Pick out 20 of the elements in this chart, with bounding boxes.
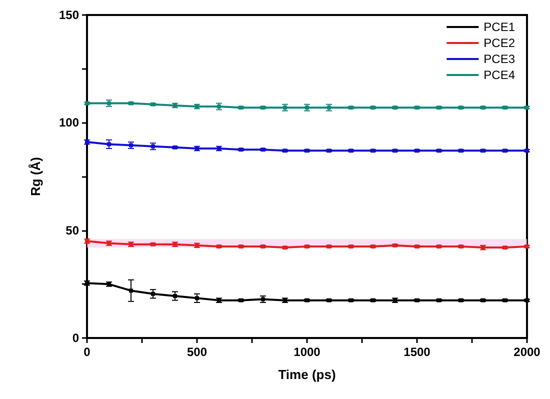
y-tick-label: 100 [58, 116, 80, 130]
legend-label: PCE1 [484, 20, 516, 34]
point [195, 296, 199, 300]
legend-label: PCE4 [484, 68, 516, 82]
legend-label: PCE2 [484, 36, 516, 50]
legend-label: PCE3 [484, 52, 516, 66]
x-tick-label: 500 [186, 345, 208, 359]
y-tick-label: 50 [66, 223, 80, 238]
y-axis-title: Rg (Å) [28, 157, 43, 196]
x-tick-label: 0 [84, 345, 91, 359]
y-tick-label: 150 [58, 8, 80, 22]
x-axis-title: Time (ps) [278, 367, 336, 382]
x-tick-label: 1500 [404, 345, 431, 359]
x-tick-label: 1000 [294, 345, 321, 359]
x-tick-label: 2000 [514, 345, 541, 359]
point [151, 292, 155, 296]
y-tick-label: 0 [72, 331, 80, 345]
point [107, 142, 111, 146]
point [129, 288, 133, 293]
point [173, 294, 177, 298]
